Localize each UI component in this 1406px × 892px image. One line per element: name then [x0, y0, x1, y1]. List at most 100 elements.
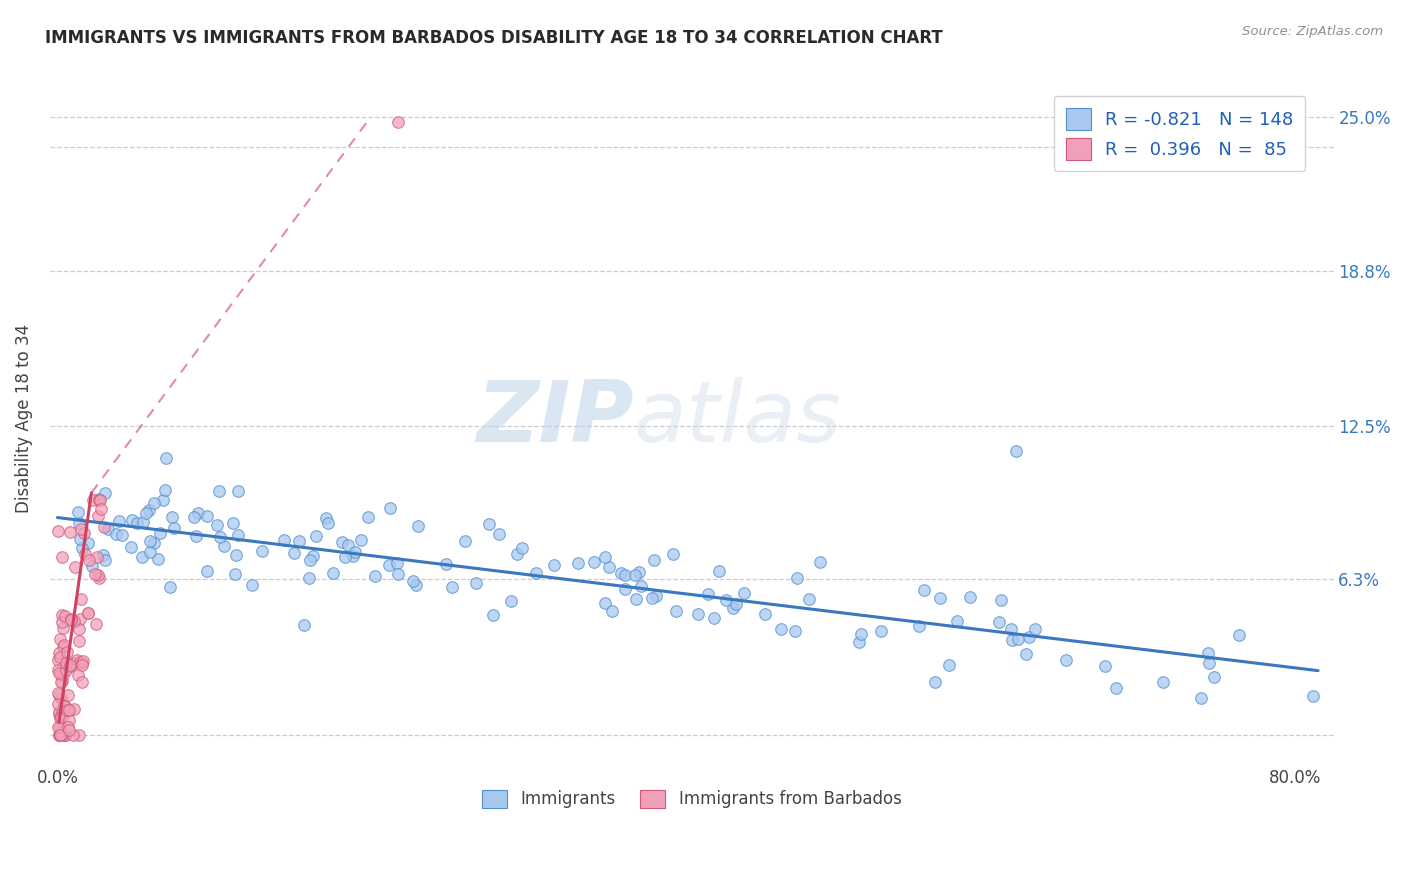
Point	[51, 615, 73, 630]
Point	[628, 565, 651, 579]
Point	[48, 707, 70, 722]
Point	[89, 493, 111, 508]
Point	[662, 547, 685, 561]
Point	[135, 506, 157, 520]
Point	[195, 565, 218, 579]
Point	[77, 536, 100, 550]
Point	[60, 611, 83, 625]
Point	[49, 723, 72, 738]
Point	[72, 655, 94, 669]
Point	[851, 627, 873, 641]
Point	[488, 526, 510, 541]
Point	[301, 549, 323, 564]
Point	[139, 545, 162, 559]
Point	[298, 571, 321, 585]
Point	[783, 624, 806, 638]
Point	[1018, 630, 1040, 644]
Point	[51, 673, 73, 688]
Point	[924, 674, 946, 689]
Point	[55, 703, 77, 717]
Point	[600, 603, 623, 617]
Point	[53, 609, 76, 624]
Point	[58, 723, 80, 737]
Point	[49, 720, 72, 734]
Point	[89, 493, 111, 508]
Point	[250, 544, 273, 558]
Point	[48, 666, 70, 681]
Point	[356, 509, 378, 524]
Point	[131, 550, 153, 565]
Point	[938, 657, 960, 672]
Point	[163, 521, 186, 535]
Point	[72, 675, 94, 690]
Point	[343, 545, 366, 559]
Point	[67, 634, 90, 648]
Point	[733, 586, 755, 600]
Point	[48, 664, 70, 678]
Point	[1000, 622, 1022, 636]
Point	[67, 622, 90, 636]
Point	[53, 638, 76, 652]
Point	[162, 510, 184, 524]
Point	[283, 546, 305, 560]
Point	[506, 547, 529, 561]
Point	[567, 556, 589, 570]
Point	[67, 504, 90, 518]
Point	[53, 728, 76, 742]
Point	[66, 668, 89, 682]
Point	[153, 483, 176, 497]
Point	[387, 566, 409, 581]
Point	[105, 527, 128, 541]
Point	[48, 728, 70, 742]
Y-axis label: Disability Age 18 to 34: Disability Age 18 to 34	[15, 324, 32, 513]
Point	[46, 697, 69, 711]
Point	[132, 515, 155, 529]
Point	[143, 536, 166, 550]
Point	[46, 524, 69, 539]
Point	[51, 608, 73, 623]
Point	[51, 675, 73, 690]
Point	[58, 713, 80, 727]
Point	[55, 664, 77, 678]
Point	[1198, 656, 1220, 670]
Point	[49, 728, 72, 742]
Point	[55, 656, 77, 670]
Point	[148, 552, 170, 566]
Point	[1007, 632, 1029, 646]
Text: IMMIGRANTS VS IMMIGRANTS FROM BARBADOS DISABILITY AGE 18 TO 34 CORRELATION CHART: IMMIGRANTS VS IMMIGRANTS FROM BARBADOS D…	[45, 29, 943, 46]
Point	[224, 566, 246, 581]
Point	[643, 553, 665, 567]
Point	[582, 555, 605, 569]
Point	[69, 612, 91, 626]
Point	[1005, 443, 1028, 458]
Point	[510, 541, 533, 555]
Point	[454, 533, 477, 548]
Point	[48, 649, 70, 664]
Point	[298, 553, 321, 567]
Point	[70, 657, 93, 672]
Text: atlas: atlas	[634, 377, 842, 460]
Point	[142, 496, 165, 510]
Point	[1197, 646, 1219, 660]
Point	[48, 688, 70, 702]
Point	[543, 558, 565, 573]
Point	[51, 728, 73, 742]
Point	[48, 646, 70, 660]
Point	[645, 589, 668, 603]
Point	[84, 616, 107, 631]
Point	[59, 613, 82, 627]
Point	[48, 728, 70, 742]
Point	[336, 538, 359, 552]
Point	[630, 579, 652, 593]
Point	[208, 483, 231, 498]
Point	[53, 728, 76, 742]
Point	[1105, 681, 1128, 695]
Point	[378, 501, 401, 516]
Point	[405, 577, 427, 591]
Point	[77, 606, 100, 620]
Point	[59, 525, 82, 540]
Point	[69, 522, 91, 536]
Point	[848, 634, 870, 648]
Point	[67, 516, 90, 530]
Point	[1015, 647, 1038, 661]
